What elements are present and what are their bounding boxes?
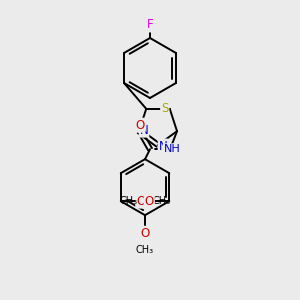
Text: NH: NH bbox=[164, 144, 180, 154]
Text: F: F bbox=[147, 19, 153, 32]
Text: CH₃: CH₃ bbox=[136, 245, 154, 255]
Text: O: O bbox=[135, 119, 145, 132]
Text: S: S bbox=[161, 102, 168, 115]
Text: CH₃: CH₃ bbox=[119, 196, 137, 206]
Text: O: O bbox=[145, 195, 154, 208]
Text: O: O bbox=[136, 195, 146, 208]
Text: N: N bbox=[140, 124, 148, 137]
Text: N: N bbox=[159, 140, 167, 152]
Text: O: O bbox=[140, 227, 150, 240]
Text: CH₃: CH₃ bbox=[153, 196, 171, 206]
